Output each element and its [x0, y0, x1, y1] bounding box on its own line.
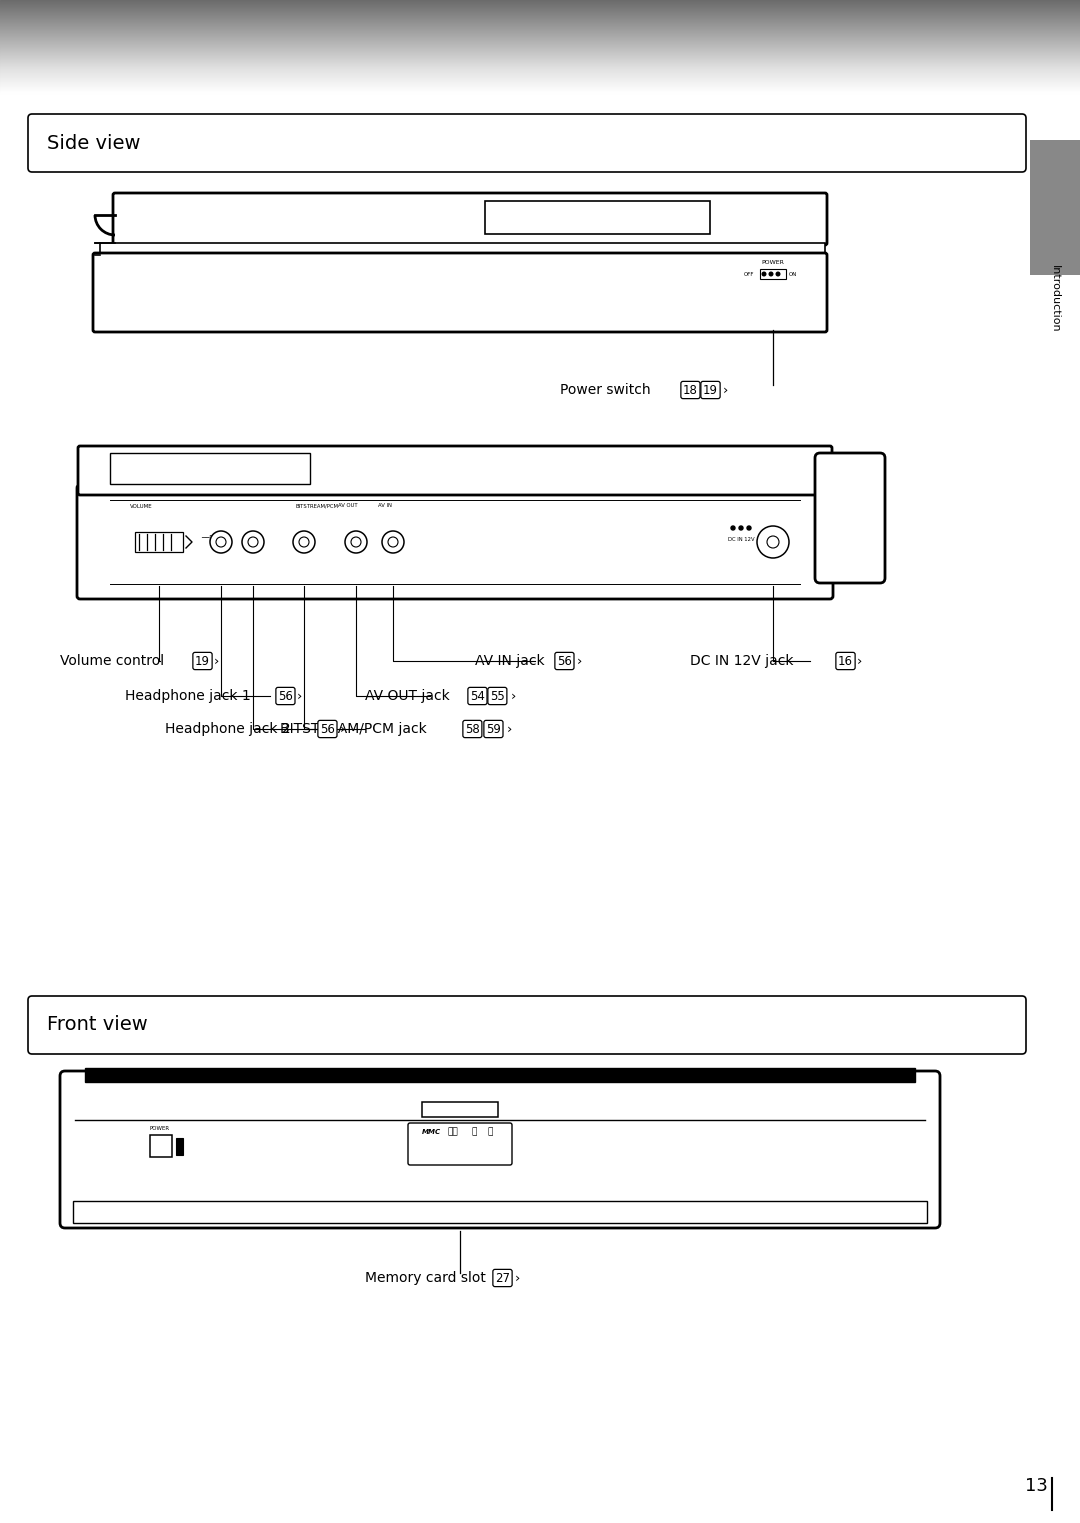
Text: OFF: OFF: [744, 271, 754, 277]
FancyBboxPatch shape: [60, 1071, 940, 1228]
FancyBboxPatch shape: [815, 452, 885, 583]
Bar: [150, 1135, 172, 1157]
Text: AV IN: AV IN: [378, 503, 392, 509]
Text: 59: 59: [486, 722, 501, 736]
Circle shape: [731, 525, 735, 530]
Text: AV OUT: AV OUT: [338, 503, 357, 509]
Text: 19: 19: [703, 384, 718, 396]
Circle shape: [757, 525, 789, 557]
Text: ›: ›: [297, 690, 302, 702]
Bar: [176, 1138, 183, 1154]
Text: ›: ›: [511, 690, 516, 702]
Text: 58: 58: [465, 722, 480, 736]
Bar: [110, 452, 310, 484]
Text: BITSTREAM/PCM: BITSTREAM/PCM: [296, 503, 339, 509]
Text: 54: 54: [470, 690, 485, 702]
Text: POWER: POWER: [761, 260, 784, 265]
Text: ──⎙: ──⎙: [201, 535, 214, 541]
Text: Front view: Front view: [48, 1016, 148, 1034]
Circle shape: [762, 273, 766, 276]
Circle shape: [345, 532, 367, 553]
Circle shape: [382, 532, 404, 553]
Text: ›: ›: [515, 1272, 521, 1284]
Bar: [760, 270, 786, 279]
Text: Introduction: Introduction: [1050, 265, 1059, 332]
Circle shape: [210, 532, 232, 553]
Text: AV OUT jack: AV OUT jack: [365, 688, 449, 704]
Text: VOLUME: VOLUME: [130, 504, 152, 509]
Text: 56: 56: [320, 722, 335, 736]
Text: 18: 18: [683, 384, 698, 396]
Text: 56: 56: [278, 690, 293, 702]
FancyBboxPatch shape: [113, 193, 827, 245]
FancyBboxPatch shape: [78, 446, 832, 495]
Circle shape: [767, 536, 779, 548]
FancyBboxPatch shape: [77, 484, 833, 599]
Circle shape: [388, 538, 399, 547]
Circle shape: [293, 532, 315, 553]
Bar: [1030, 140, 1080, 276]
Circle shape: [351, 538, 361, 547]
Text: AV IN jack: AV IN jack: [475, 653, 544, 669]
Text: ›: ›: [214, 655, 219, 667]
Text: ›: ›: [507, 722, 512, 736]
Text: BITSTREAM/PCM jack: BITSTREAM/PCM jack: [280, 722, 427, 736]
Circle shape: [769, 273, 773, 276]
Bar: [422, 1103, 498, 1116]
Bar: [100, 244, 825, 254]
Circle shape: [747, 525, 751, 530]
FancyBboxPatch shape: [408, 1122, 512, 1165]
Text: Ⓢⓓ: Ⓢⓓ: [447, 1127, 458, 1136]
Text: Headphone jack 1: Headphone jack 1: [125, 688, 251, 704]
Text: ⓜ: ⓜ: [487, 1127, 492, 1136]
Text: ›: ›: [577, 655, 582, 667]
Text: ›: ›: [858, 655, 862, 667]
FancyBboxPatch shape: [93, 253, 827, 332]
Text: 27: 27: [495, 1272, 510, 1284]
Text: ›: ›: [723, 384, 728, 396]
Text: Side view: Side view: [48, 134, 140, 152]
Text: 56: 56: [557, 655, 572, 667]
Text: POWER: POWER: [150, 1125, 170, 1132]
Text: Headphone jack 2: Headphone jack 2: [165, 722, 291, 736]
Text: 55: 55: [490, 690, 504, 702]
Bar: [135, 532, 183, 551]
Text: 19: 19: [195, 655, 210, 667]
Text: 16: 16: [838, 655, 853, 667]
Text: DC IN 12V: DC IN 12V: [728, 538, 755, 542]
Bar: [485, 201, 710, 235]
Text: 13: 13: [1025, 1477, 1048, 1496]
Circle shape: [739, 525, 743, 530]
Text: Memory card slot: Memory card slot: [365, 1272, 486, 1285]
Circle shape: [299, 538, 309, 547]
Text: Power switch: Power switch: [561, 382, 650, 398]
Circle shape: [248, 538, 258, 547]
Text: ›: ›: [340, 722, 346, 736]
Circle shape: [216, 538, 226, 547]
Text: DC IN 12V jack: DC IN 12V jack: [690, 653, 794, 669]
FancyBboxPatch shape: [28, 114, 1026, 172]
Circle shape: [777, 273, 780, 276]
Text: ⓭: ⓭: [471, 1127, 476, 1136]
Bar: [85, 1068, 915, 1081]
Bar: [73, 1202, 927, 1223]
Text: Volume control: Volume control: [60, 653, 164, 669]
Text: ON: ON: [788, 271, 797, 277]
Circle shape: [242, 532, 264, 553]
FancyBboxPatch shape: [28, 996, 1026, 1054]
Text: MMC: MMC: [422, 1129, 441, 1135]
